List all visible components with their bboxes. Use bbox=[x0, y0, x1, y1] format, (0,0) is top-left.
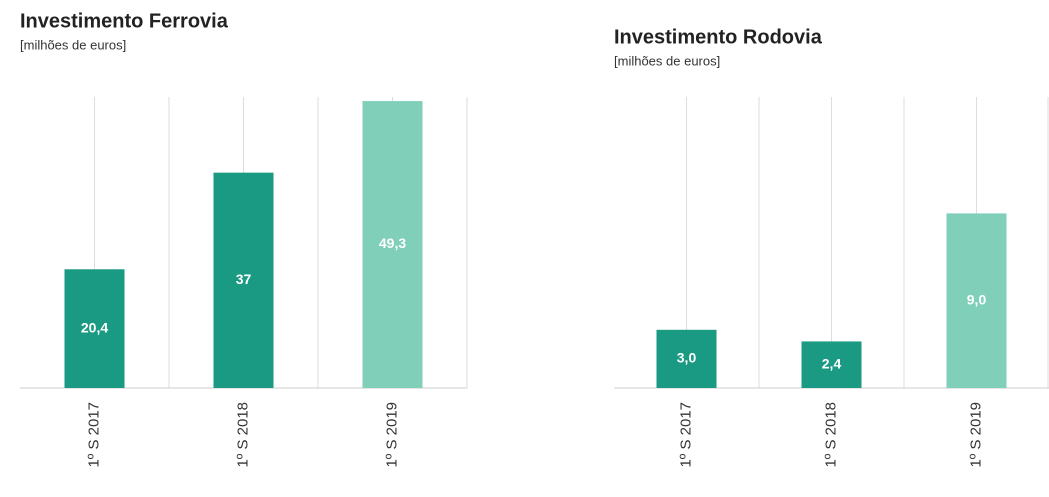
x-tick-label: 1º S 2018 bbox=[822, 402, 839, 468]
bar bbox=[946, 213, 1007, 388]
bar bbox=[213, 172, 274, 388]
x-tick-label: 1º S 2019 bbox=[967, 402, 984, 468]
x-tick-label: 1º S 2017 bbox=[85, 402, 102, 468]
value-label: 9,0 bbox=[967, 291, 987, 307]
value-label: 37 bbox=[236, 271, 252, 287]
bar bbox=[656, 329, 717, 388]
x-tick-label: 1º S 2017 bbox=[677, 402, 694, 468]
x-tick-label: 1º S 2019 bbox=[383, 402, 400, 468]
bar bbox=[801, 341, 862, 388]
chart-title: Investimento Rodovia bbox=[614, 26, 823, 48]
value-label: 3,0 bbox=[677, 350, 697, 366]
chart-title: Investimento Ferrovia bbox=[20, 10, 229, 32]
value-label: 49,3 bbox=[379, 235, 406, 251]
chart-subtitle: [milhões de euros] bbox=[20, 37, 126, 52]
bar bbox=[64, 269, 125, 388]
bar bbox=[362, 101, 423, 388]
chart-subtitle: [milhões de euros] bbox=[614, 53, 720, 68]
value-label: 20,4 bbox=[81, 319, 108, 335]
x-tick-label: 1º S 2018 bbox=[234, 402, 251, 468]
value-label: 2,4 bbox=[822, 355, 842, 371]
